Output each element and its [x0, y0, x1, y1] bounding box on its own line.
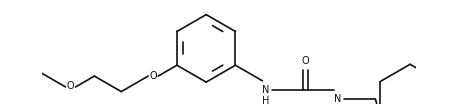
Text: N: N: [262, 85, 270, 95]
Text: N: N: [334, 94, 342, 104]
Text: O: O: [67, 82, 74, 92]
Text: H: H: [262, 96, 270, 104]
Text: O: O: [149, 71, 157, 81]
Text: O: O: [302, 56, 310, 66]
